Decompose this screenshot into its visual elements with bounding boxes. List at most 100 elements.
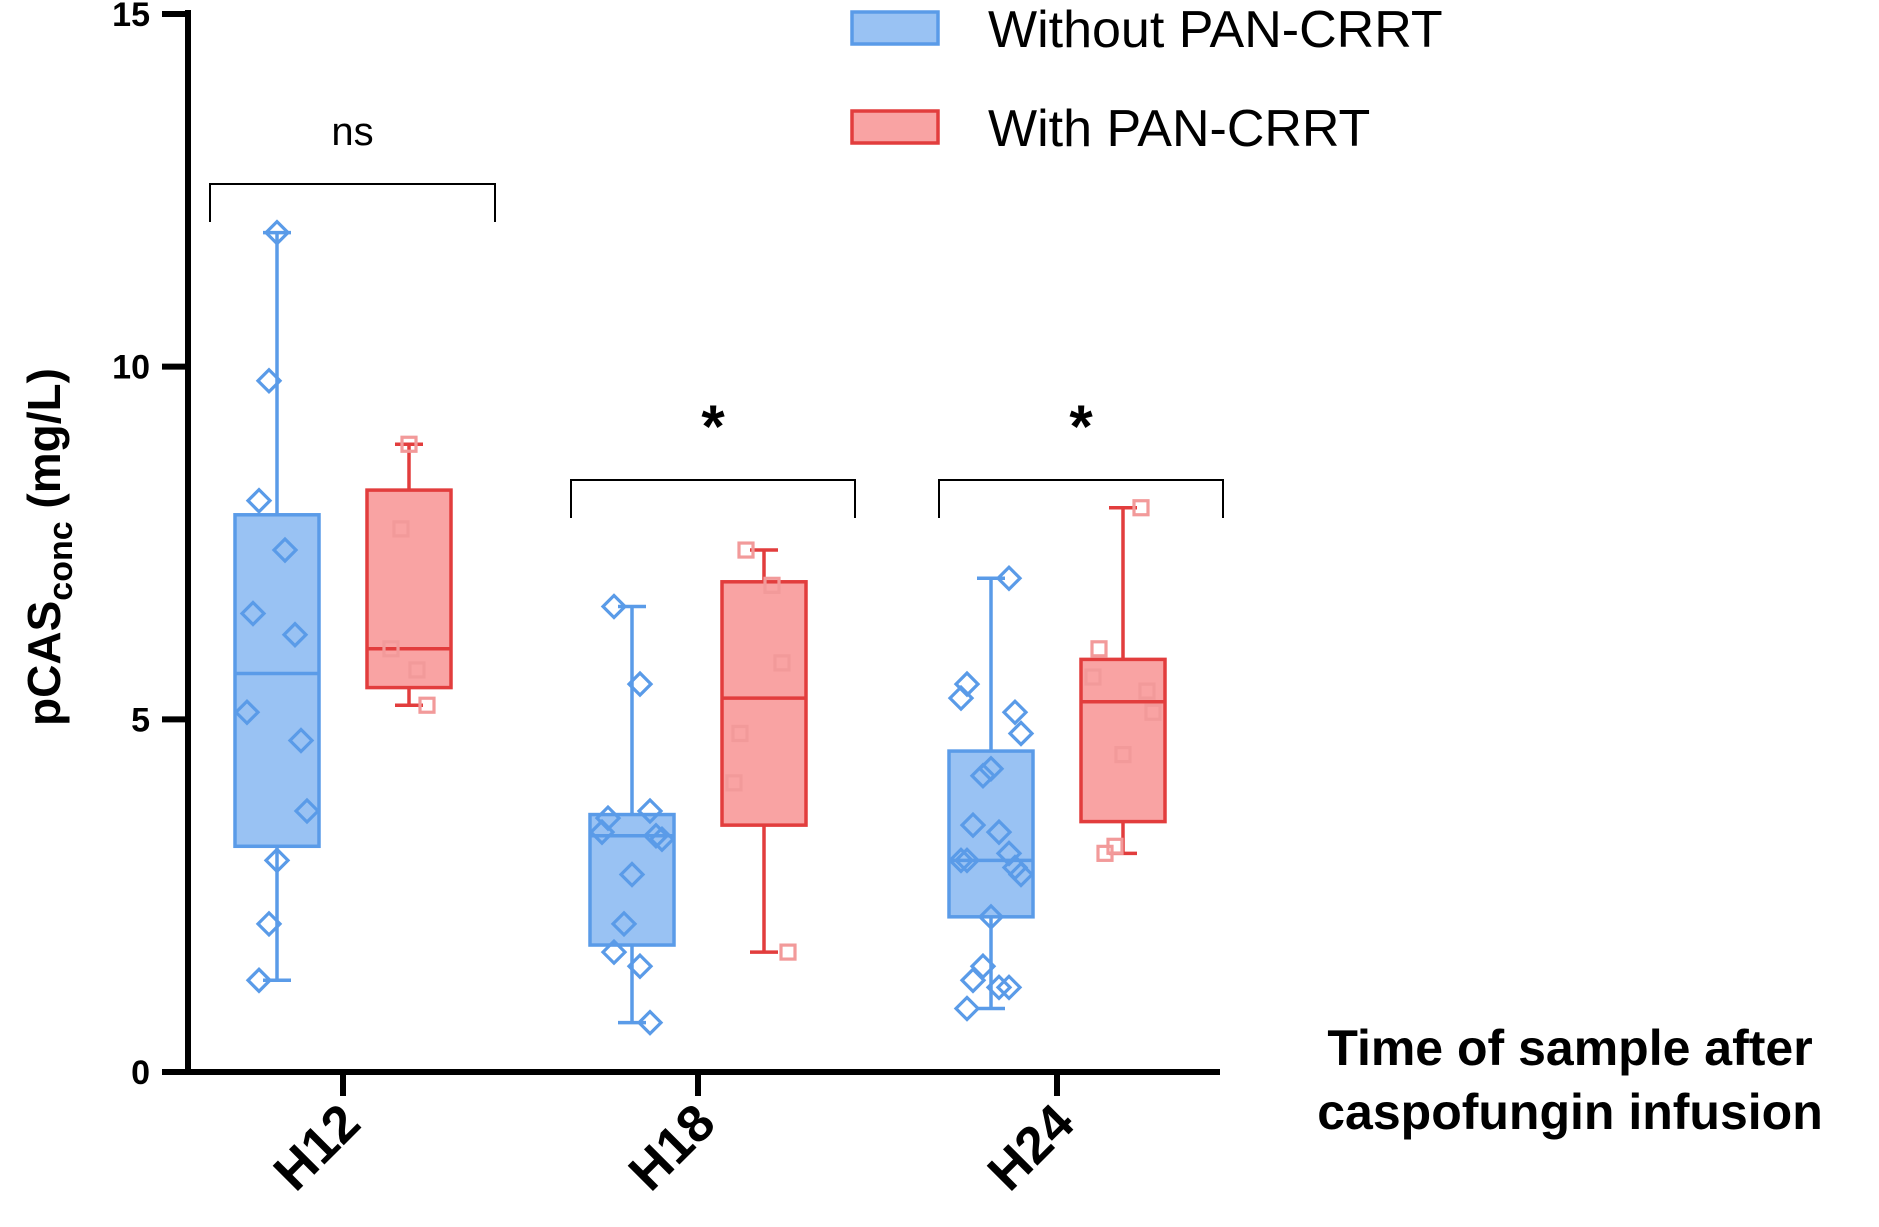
box-plots [233,219,1167,1036]
data-point [636,797,664,825]
data-point [418,696,436,714]
data-point [233,699,261,726]
significance-brackets: ns * * [209,110,1224,518]
data-point [773,654,791,672]
y-tick-label: 15 [112,0,150,34]
data-point [610,910,638,938]
data-point [255,910,283,938]
box-h12 [233,219,321,994]
data-point [1114,745,1132,764]
data-point [779,943,797,961]
data-point [977,903,1005,931]
data-point [947,684,975,712]
data-point [731,724,749,743]
data-point [271,536,299,564]
box-iqr [365,488,453,690]
legend-item-without-pan-crrt: Without PAN-CRRT [850,1,1443,59]
data-point [600,593,628,620]
bracket [209,183,496,222]
x-axis-title-line2: caspofungin infusion [1317,1084,1823,1140]
data-point [959,811,987,839]
bracket [938,479,1224,518]
data-point [763,576,781,594]
legend-swatch [850,10,940,46]
data-point [382,640,400,658]
x-tick-label-h12: H12 [263,1093,371,1201]
data-point [1138,682,1156,700]
data-point [408,661,426,679]
data-point [959,967,987,994]
data-point [239,600,267,627]
data-point [263,219,291,246]
legend-label: Without PAN-CRRT [988,1,1443,59]
legend-swatch [850,109,940,145]
box-iqr [233,513,321,849]
box-h18 [588,593,676,1036]
legend-item-with-pan-crrt: With PAN-CRRT [850,100,1370,158]
data-point [737,541,755,559]
data-point [642,822,670,849]
data-point [985,818,1013,846]
x-tick-label-h18: H18 [618,1093,726,1201]
data-point [245,487,273,514]
y-axis-title-main: pCAS [18,601,70,726]
significance-h24: * [938,393,1224,518]
data-point [1090,640,1108,658]
significance-label: * [701,393,725,460]
data-point [1132,499,1150,517]
x-tick-label-h24: H24 [977,1093,1086,1202]
data-point [953,995,981,1022]
data-point [287,727,315,754]
data-point [995,565,1023,592]
data-point [245,967,273,994]
data-point [400,435,418,453]
data-point [1001,699,1029,726]
data-point [626,952,654,980]
box-h24 [947,565,1035,1022]
data-point [969,762,997,790]
data-point [263,847,291,874]
data-point [648,825,676,853]
y-axis-title: pCASconc (mg/L) [18,368,80,726]
data-point [985,974,1013,1001]
data-point [1084,668,1102,686]
data-point [600,938,628,966]
y-tick-label: 10 [112,349,150,387]
data-point [618,861,646,888]
significance-label: * [1069,393,1093,460]
series-with-pan-crrt [365,435,1167,961]
series-without-pan-crrt [233,219,1035,1036]
data-point [725,774,743,792]
data-point [636,1009,664,1036]
box-h18 [720,541,808,961]
y-tick-label: 5 [131,701,150,739]
data-point [588,818,616,846]
data-point [995,974,1023,1001]
data-point [1007,861,1035,888]
y-axis-title-unit: (mg/L) [18,368,70,521]
box-h24 [1079,499,1167,862]
data-point [293,797,321,825]
data-point [1007,720,1035,747]
data-point [255,367,283,395]
significance-label: ns [331,110,373,154]
data-point [947,847,975,874]
box-h12 [365,435,453,714]
box-iqr [1079,657,1167,824]
data-point [281,621,309,648]
data-point [1096,844,1114,862]
significance-h12: ns [209,110,496,222]
x-axis-title-line1: Time of sample after [1327,1020,1812,1076]
legend: Without PAN-CRRT With PAN-CRRT [850,1,1443,158]
data-point [626,670,654,698]
bracket [570,479,856,518]
y-tick-label: 0 [131,1054,150,1092]
y-axis-title-subscript: conc [42,521,80,600]
data-point [392,520,410,538]
data-point [953,847,981,874]
legend-label: With PAN-CRRT [988,100,1370,158]
data-point [1144,703,1162,721]
significance-h18: * [570,393,856,518]
